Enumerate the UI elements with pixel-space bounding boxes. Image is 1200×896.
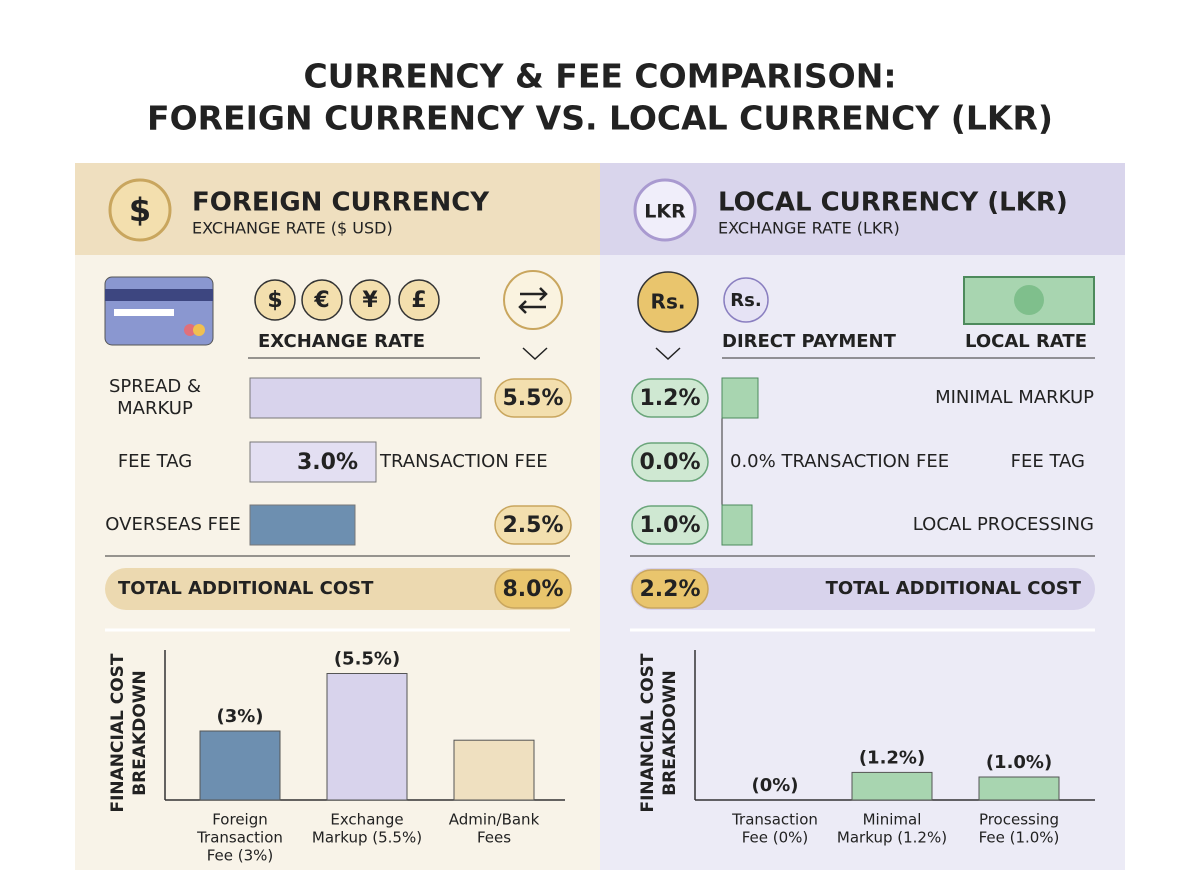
x-tick-label: Markup (5.5%) — [312, 829, 422, 847]
badge-value: 2.2% — [639, 577, 700, 602]
title: CURRENCY & FEE COMPARISON: — [303, 57, 896, 96]
card-stripe — [105, 289, 213, 301]
x-tick-label: Transaction — [196, 829, 283, 847]
x-tick-label: Fee (0%) — [742, 829, 809, 847]
row-label: FEE TAG — [118, 451, 192, 472]
title: FOREIGN CURRENCY VS. LOCAL CURRENCY (LKR… — [147, 99, 1053, 138]
header-title: LOCAL CURRENCY (LKR) — [718, 188, 1068, 218]
bar — [851, 771, 933, 801]
rs-symbol: Rs. — [651, 290, 686, 314]
header-subtitle: EXCHANGE RATE ($ USD) — [192, 219, 393, 238]
total-bar — [105, 568, 570, 610]
chevron — [522, 347, 548, 361]
bar — [199, 730, 281, 801]
row-label: MARKUP — [117, 398, 193, 419]
swap-arrows — [518, 287, 548, 314]
badge — [631, 442, 709, 482]
data-label: (1.2%) — [859, 747, 925, 768]
badge-value: 0.0% — [639, 450, 700, 475]
section-label: LOCAL RATE — [965, 331, 1087, 352]
badge — [494, 505, 572, 545]
header-icon-text: LKR — [644, 201, 686, 223]
section-label: EXCHANGE RATE — [258, 331, 425, 352]
bar — [453, 739, 535, 801]
swap-icon — [503, 270, 563, 330]
badge — [494, 378, 572, 418]
row-label: LOCAL PROCESSING — [913, 514, 1094, 535]
bar-value: 3.0% — [297, 450, 358, 475]
badge-value: 8.0% — [502, 577, 563, 602]
y-axis-label: BREAKDOWN — [130, 670, 150, 796]
header-icon — [633, 178, 697, 242]
total-label: TOTAL ADDITIONAL COST — [826, 578, 1082, 599]
currency-icon — [301, 279, 343, 321]
x-tick-label: Exchange — [330, 811, 403, 829]
currency-icon — [349, 279, 391, 321]
row-note: TRANSACTION FEE — [379, 451, 548, 472]
x-tick-label: Foreign — [212, 811, 268, 829]
rs-icon — [637, 271, 699, 333]
fee-bar — [249, 377, 482, 419]
currency-symbol: ¥ — [362, 288, 378, 313]
header-title: FOREIGN CURRENCY — [192, 188, 490, 218]
fee-bar — [721, 377, 759, 419]
x-tick-label: Fee (3%) — [207, 847, 274, 865]
fee-bar — [249, 504, 356, 546]
y-axis-label: FINANCIAL COST — [638, 653, 658, 812]
badge — [631, 378, 709, 418]
x-tick-label: Minimal — [863, 811, 922, 829]
total-bar — [630, 568, 1095, 610]
header-subtitle: EXCHANGE RATE (LKR) — [718, 219, 900, 238]
x-tick-label: Transaction — [731, 811, 818, 829]
money-coin — [1014, 285, 1044, 315]
y-axis-label: FINANCIAL COST — [108, 653, 128, 812]
section-label: DIRECT PAYMENT — [722, 331, 897, 352]
bar — [978, 776, 1060, 801]
badge-value: 1.2% — [639, 386, 700, 411]
currency-icon — [254, 279, 296, 321]
y-axis-label: BREAKDOWN — [660, 670, 680, 796]
currency-symbol: £ — [411, 288, 426, 313]
data-label: (3%) — [216, 706, 263, 727]
currency-symbol: € — [313, 288, 329, 313]
rs-symbol: Rs. — [730, 290, 761, 311]
total-label: TOTAL ADDITIONAL COST — [118, 578, 374, 599]
badge-value: 1.0% — [639, 513, 700, 538]
card-line — [114, 309, 174, 316]
row-note: 0.0% TRANSACTION FEE — [730, 451, 949, 472]
x-tick-label: Fee (1.0%) — [979, 829, 1060, 847]
rs-icon — [723, 277, 769, 323]
badge-value: 2.5% — [502, 513, 563, 538]
badge — [631, 569, 709, 609]
card-dot — [193, 324, 205, 336]
data-label: (5.5%) — [334, 649, 400, 670]
row-label: OVERSEAS FEE — [105, 514, 240, 535]
badge-value: 5.5% — [502, 386, 563, 411]
currency-icon — [398, 279, 440, 321]
chevron — [655, 347, 681, 361]
badge — [631, 505, 709, 545]
row-label: FEE TAG — [1011, 451, 1085, 472]
fee-bar — [721, 504, 753, 546]
badge — [494, 569, 572, 609]
x-tick-label: Processing — [979, 811, 1059, 829]
row-label: SPREAD & — [109, 376, 201, 397]
row-label: MINIMAL MARKUP — [935, 387, 1094, 408]
fee-bar — [249, 441, 377, 483]
x-tick-label: Markup (1.2%) — [837, 829, 947, 847]
header-icon-text: $ — [129, 191, 151, 229]
x-tick-label: Fees — [477, 829, 511, 847]
data-label: (0%) — [751, 775, 798, 796]
card-dot — [184, 324, 196, 336]
header-icon — [108, 178, 172, 242]
data-label: (1.0%) — [986, 752, 1052, 773]
bar — [326, 673, 408, 801]
x-tick-label: Admin/Bank — [449, 811, 540, 829]
currency-symbol: $ — [267, 288, 282, 313]
